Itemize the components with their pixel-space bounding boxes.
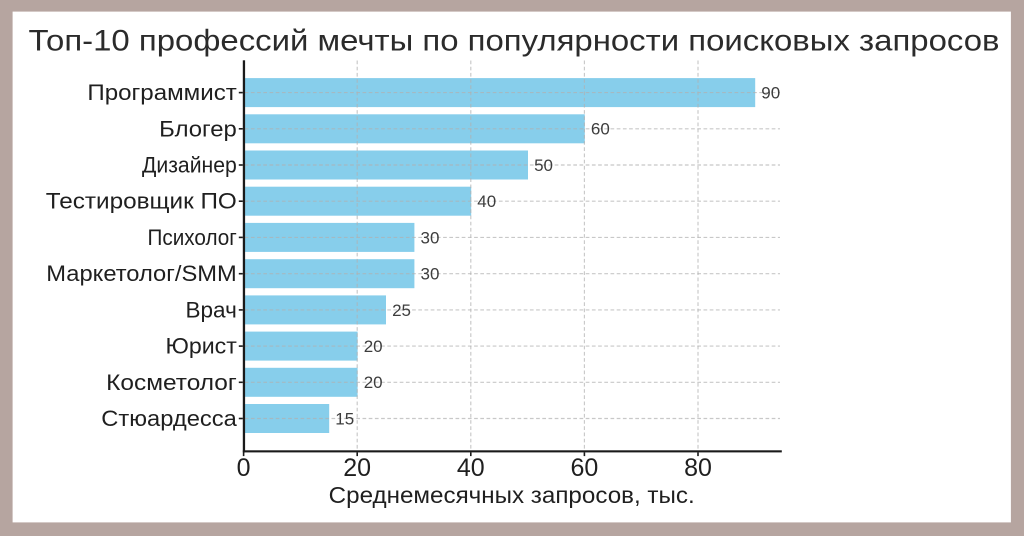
svg-text:Блогер: Блогер bbox=[159, 116, 237, 141]
svg-text:60: 60 bbox=[591, 120, 610, 139]
svg-text:Программист: Программист bbox=[87, 80, 236, 105]
svg-text:60: 60 bbox=[570, 454, 598, 482]
svg-text:Среднемесячных запросов, тыс.: Среднемесячных запросов, тыс. bbox=[329, 482, 695, 508]
svg-text:Юрист: Юрист bbox=[166, 334, 237, 359]
svg-text:30: 30 bbox=[421, 228, 440, 247]
svg-text:30: 30 bbox=[421, 265, 440, 284]
svg-text:Тестировщик ПО: Тестировщик ПО bbox=[46, 189, 237, 214]
svg-text:40: 40 bbox=[477, 192, 496, 211]
svg-text:20: 20 bbox=[364, 337, 383, 356]
svg-text:20: 20 bbox=[364, 373, 383, 392]
svg-text:25: 25 bbox=[392, 301, 411, 320]
svg-text:80: 80 bbox=[684, 454, 712, 482]
svg-text:Дизайнер: Дизайнер bbox=[142, 153, 237, 178]
svg-text:50: 50 bbox=[534, 156, 553, 175]
svg-text:40: 40 bbox=[457, 454, 485, 482]
svg-text:20: 20 bbox=[343, 454, 371, 482]
svg-text:Косметолог: Косметолог bbox=[106, 370, 237, 395]
svg-text:Топ-10 профессий мечты по попу: Топ-10 профессий мечты по популярности п… bbox=[29, 24, 1000, 57]
svg-text:15: 15 bbox=[335, 409, 354, 428]
svg-text:90: 90 bbox=[761, 84, 780, 103]
svg-text:Маркетолог/SMM: Маркетолог/SMM bbox=[46, 261, 237, 286]
svg-text:0: 0 bbox=[237, 454, 251, 482]
svg-text:Врач: Врач bbox=[186, 297, 237, 322]
svg-text:Психолог: Психолог bbox=[148, 225, 237, 250]
svg-text:Стюардесса: Стюардесса bbox=[101, 406, 237, 431]
